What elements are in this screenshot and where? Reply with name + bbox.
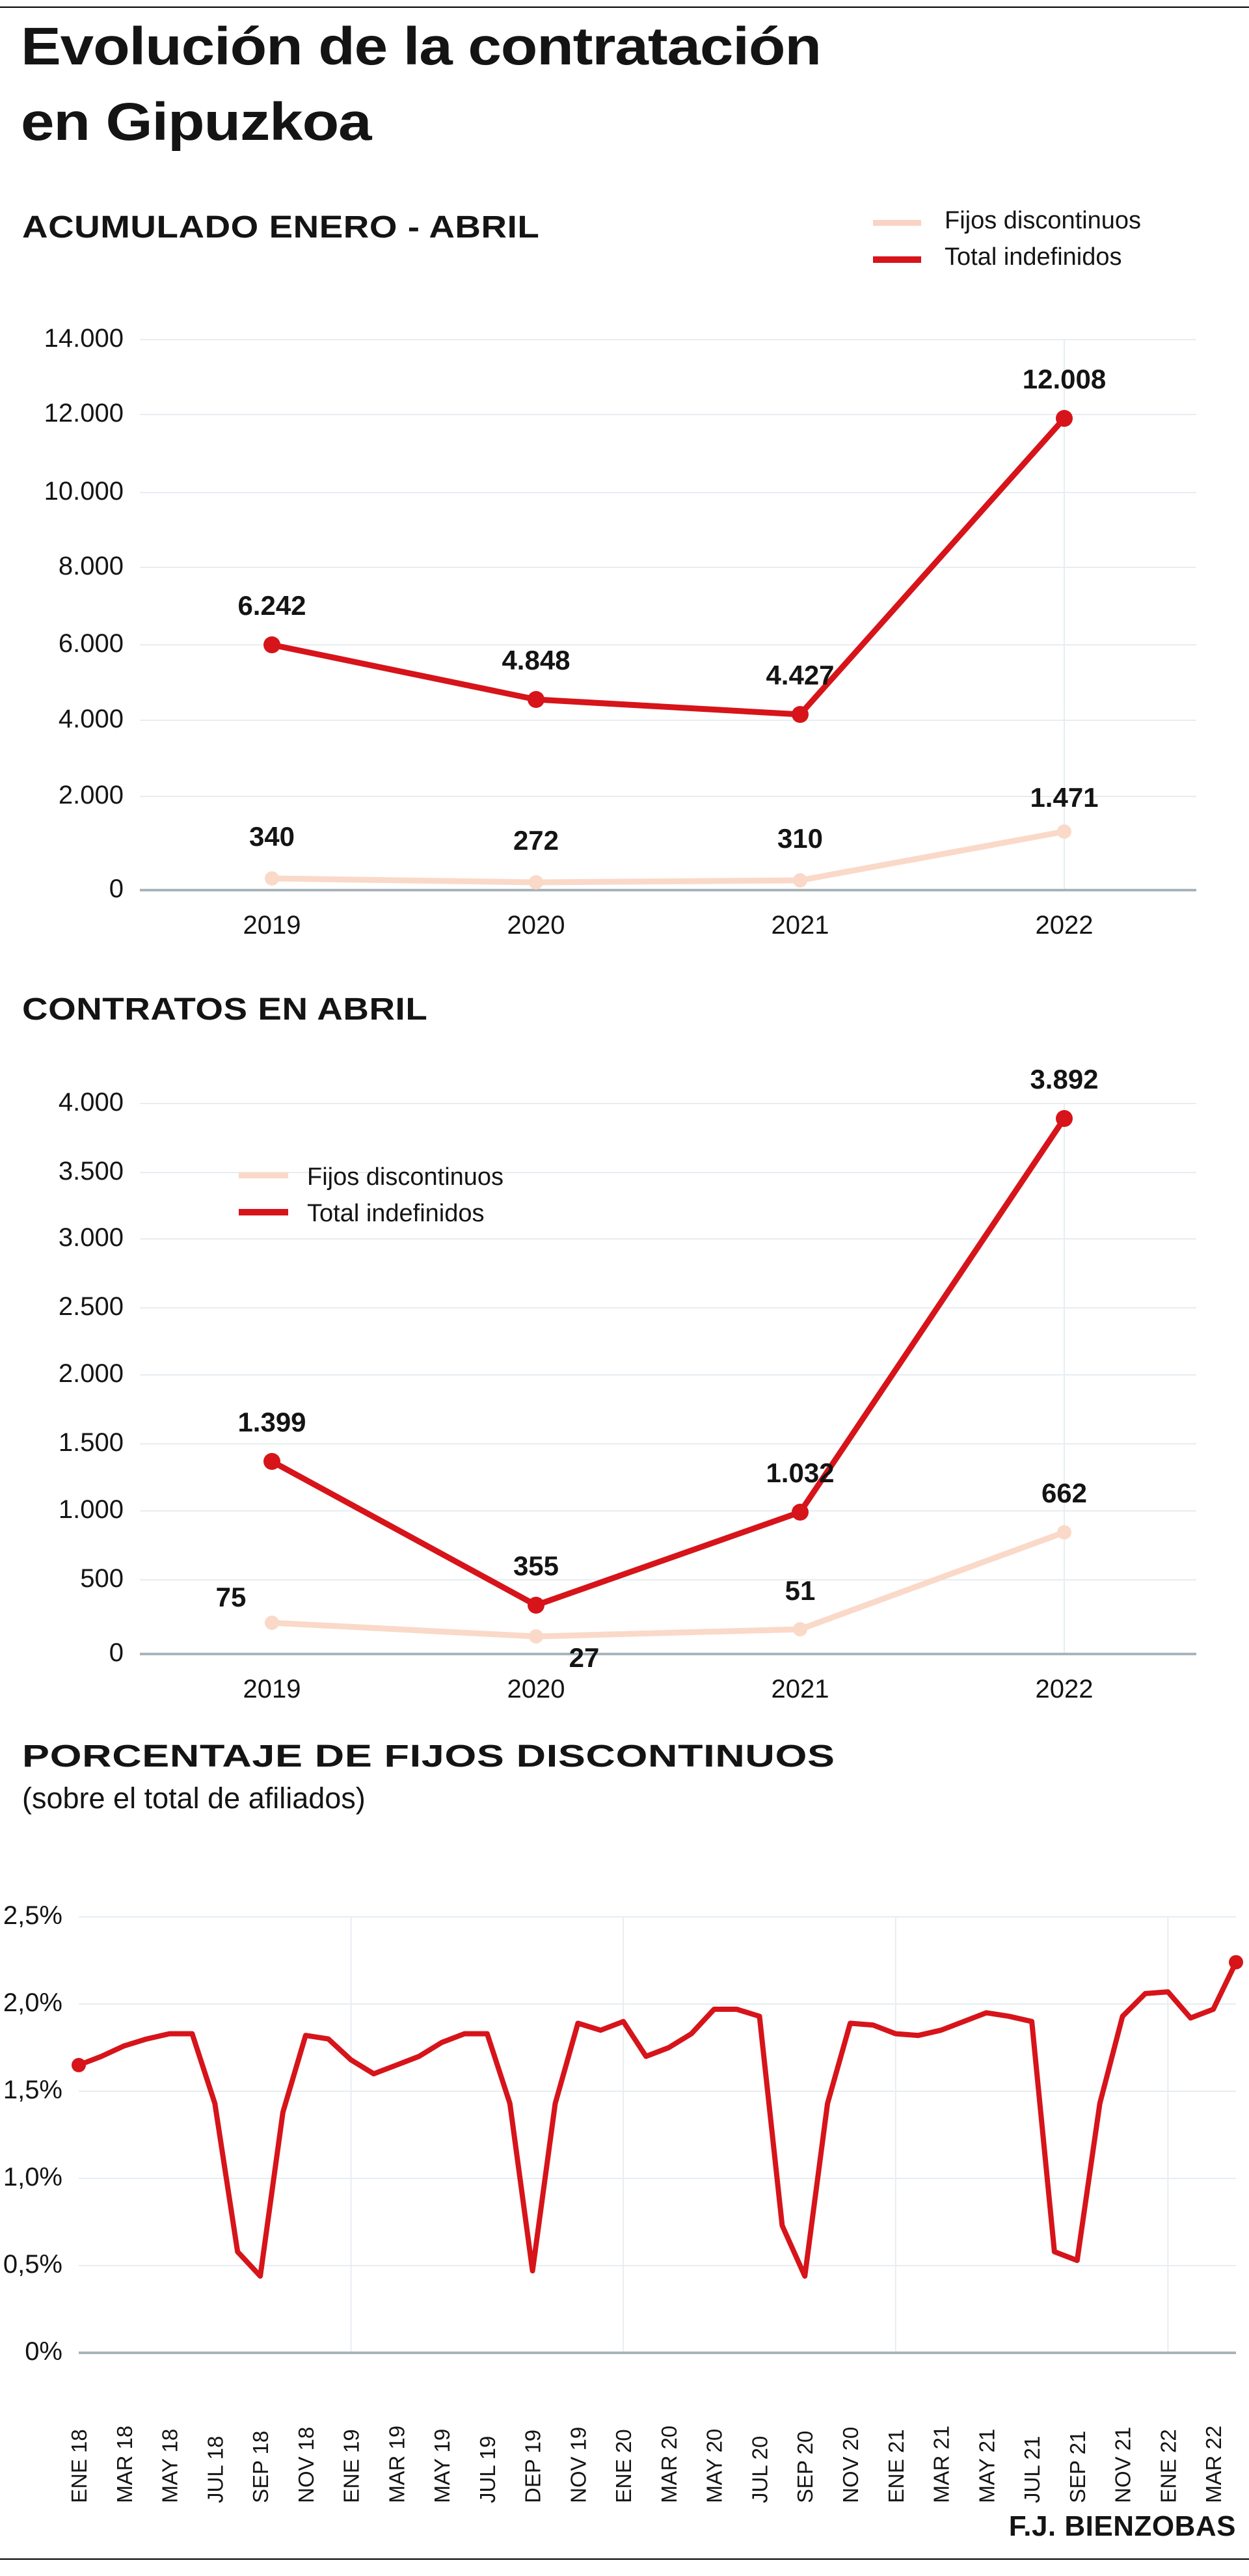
svg-text:1.500: 1.500 (59, 1428, 124, 1457)
svg-text:2.500: 2.500 (59, 1292, 124, 1321)
svg-text:355: 355 (513, 1551, 559, 1581)
svg-text:SEP 20: SEP 20 (793, 2431, 817, 2503)
svg-text:2,5%: 2,5% (3, 1901, 62, 1930)
svg-text:MAR 19: MAR 19 (384, 2426, 409, 2503)
svg-text:340: 340 (249, 821, 295, 852)
svg-text:ENE 19: ENE 19 (340, 2429, 364, 2503)
svg-text:MAR 22: MAR 22 (1202, 2426, 1226, 2503)
svg-text:ENE 21: ENE 21 (884, 2429, 908, 2503)
svg-text:NOV 20: NOV 20 (839, 2427, 863, 2503)
svg-text:0%: 0% (25, 2337, 62, 2366)
svg-text:10.000: 10.000 (44, 477, 124, 506)
svg-text:3.500: 3.500 (59, 1157, 124, 1186)
svg-text:2020: 2020 (507, 911, 565, 940)
svg-text:2022: 2022 (1036, 911, 1094, 940)
svg-text:2019: 2019 (243, 1675, 301, 1703)
svg-text:2,0%: 2,0% (3, 1988, 62, 2017)
svg-text:1,5%: 1,5% (3, 2076, 62, 2104)
svg-text:0: 0 (109, 874, 124, 903)
svg-text:F.J. BIENZOBAS: F.J. BIENZOBAS (1009, 2510, 1236, 2542)
svg-text:3.000: 3.000 (59, 1223, 124, 1252)
svg-text:2.000: 2.000 (59, 781, 124, 809)
svg-text:8.000: 8.000 (59, 552, 124, 580)
svg-text:MAR 18: MAR 18 (113, 2426, 137, 2503)
svg-text:MAY 18: MAY 18 (158, 2429, 182, 2503)
svg-text:0: 0 (109, 1638, 124, 1667)
svg-text:MAR 21: MAR 21 (930, 2426, 954, 2503)
svg-text:1,0%: 1,0% (3, 2163, 62, 2191)
svg-text:500: 500 (80, 1564, 124, 1593)
svg-text:0,5%: 0,5% (3, 2250, 62, 2279)
svg-text:4.427: 4.427 (766, 660, 834, 690)
svg-text:1.471: 1.471 (1030, 782, 1098, 813)
svg-text:JUL 20: JUL 20 (748, 2436, 772, 2503)
svg-text:ENE 22: ENE 22 (1156, 2429, 1180, 2503)
svg-text:SEP 18: SEP 18 (248, 2431, 273, 2503)
svg-text:4.000: 4.000 (59, 1088, 124, 1117)
svg-text:1.000: 1.000 (59, 1495, 124, 1524)
svg-text:MAY 19: MAY 19 (430, 2429, 454, 2503)
svg-text:2019: 2019 (243, 911, 301, 940)
svg-text:JUL 18: JUL 18 (203, 2436, 227, 2503)
svg-text:4.000: 4.000 (59, 705, 124, 733)
svg-text:Fijos discontinuos: Fijos discontinuos (307, 1163, 504, 1191)
svg-text:2022: 2022 (1036, 1675, 1094, 1703)
svg-text:Total indefinidos: Total indefinidos (307, 1200, 485, 1227)
svg-text:MAY 20: MAY 20 (703, 2429, 727, 2503)
svg-text:3.892: 3.892 (1030, 1064, 1098, 1094)
svg-text:272: 272 (513, 825, 559, 856)
svg-text:NOV 18: NOV 18 (294, 2427, 318, 2503)
svg-text:MAY 21: MAY 21 (974, 2429, 999, 2503)
svg-text:DEP 19: DEP 19 (521, 2430, 545, 2503)
svg-text:SEP 21: SEP 21 (1066, 2431, 1090, 2503)
svg-text:JUL 21: JUL 21 (1020, 2436, 1044, 2503)
svg-text:1.399: 1.399 (237, 1407, 306, 1437)
svg-text:MAR 20: MAR 20 (657, 2426, 681, 2503)
svg-text:12.000: 12.000 (44, 399, 124, 427)
svg-text:75: 75 (216, 1582, 247, 1612)
svg-text:6.242: 6.242 (237, 590, 306, 621)
svg-text:1.032: 1.032 (766, 1457, 834, 1488)
svg-text:12.008: 12.008 (1023, 364, 1106, 394)
svg-text:ENE 18: ENE 18 (67, 2429, 91, 2503)
svg-text:ENE 20: ENE 20 (611, 2429, 636, 2503)
svg-text:27: 27 (569, 1642, 600, 1673)
svg-text:14.000: 14.000 (44, 324, 124, 353)
svg-text:6.000: 6.000 (59, 629, 124, 658)
svg-text:JUL 19: JUL 19 (476, 2436, 500, 2503)
svg-text:310: 310 (777, 823, 823, 854)
svg-text:2.000: 2.000 (59, 1359, 124, 1388)
svg-text:NOV 21: NOV 21 (1111, 2427, 1135, 2503)
svg-text:4.848: 4.848 (502, 645, 570, 675)
svg-text:662: 662 (1041, 1478, 1087, 1508)
svg-text:51: 51 (785, 1575, 816, 1606)
svg-text:2021: 2021 (772, 1675, 829, 1703)
svg-text:NOV 19: NOV 19 (566, 2427, 590, 2503)
svg-text:2021: 2021 (772, 911, 829, 940)
svg-text:2020: 2020 (507, 1675, 565, 1703)
